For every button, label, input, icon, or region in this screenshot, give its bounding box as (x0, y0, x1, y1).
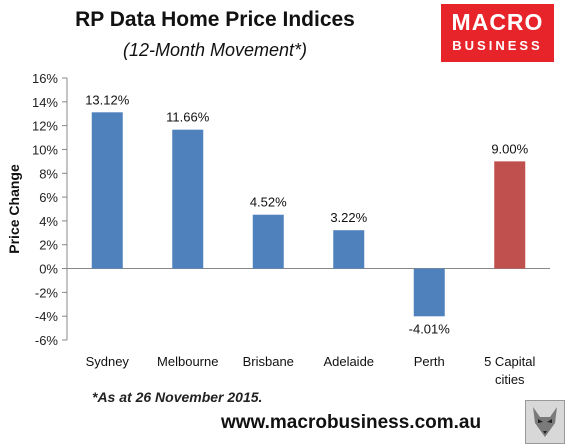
y-tick-label: 4% (39, 214, 58, 229)
y-tick-label: 2% (39, 238, 58, 253)
data-label: 4.52% (250, 195, 287, 210)
bar (91, 112, 123, 269)
y-tick-label: 0% (39, 262, 58, 277)
chart-title: RP Data Home Price Indices (75, 8, 355, 31)
data-label: -4.01% (409, 321, 451, 336)
y-tick-label: -2% (35, 285, 59, 300)
x-tick-label: 5 Capital cities (484, 354, 535, 387)
bar (333, 230, 365, 269)
y-tick-label: -6% (35, 333, 59, 348)
logo-line-1: MACRO (451, 9, 544, 35)
chart-subtitle: (12-Month Movement*) (122, 40, 308, 60)
x-tick-label: Melbourne (157, 354, 218, 369)
y-tick-label: 14% (32, 95, 58, 110)
y-axis-title: Price Change (6, 164, 22, 254)
data-label: 13.12% (85, 92, 130, 107)
bar (252, 214, 284, 269)
website-url[interactable]: www.macrobusiness.com.au (221, 412, 482, 433)
wolf-icon (525, 400, 565, 444)
logo-line-2: BUSINESS (452, 38, 543, 53)
bar (172, 129, 204, 269)
y-tick-label: 6% (39, 190, 58, 205)
x-tick-label: Brisbane (243, 354, 294, 369)
x-tick-label: Sydney (86, 354, 130, 369)
x-tick-label: Adelaide (323, 354, 374, 369)
y-tick-label: -4% (35, 309, 59, 324)
macro-business-logo: MACRO BUSINESS (441, 4, 554, 62)
data-label: 11.66% (166, 110, 210, 125)
y-tick-label: 8% (39, 166, 58, 181)
y-tick-label: 16% (32, 71, 58, 86)
bar (413, 268, 445, 317)
bar-chart: -6% -4% -2% 0% 2% 4% 6% 8% 10% 12% 14% 16% Price Cha… (6, 71, 550, 387)
x-tick-label: Perth (414, 354, 445, 369)
data-label: 9.00% (491, 141, 528, 156)
y-tick-label: 12% (32, 119, 58, 134)
data-label: 3.22% (330, 210, 367, 225)
footnote: *As at 26 November 2015. (92, 389, 263, 405)
bar (494, 161, 526, 269)
y-tick-label: 10% (32, 142, 58, 157)
